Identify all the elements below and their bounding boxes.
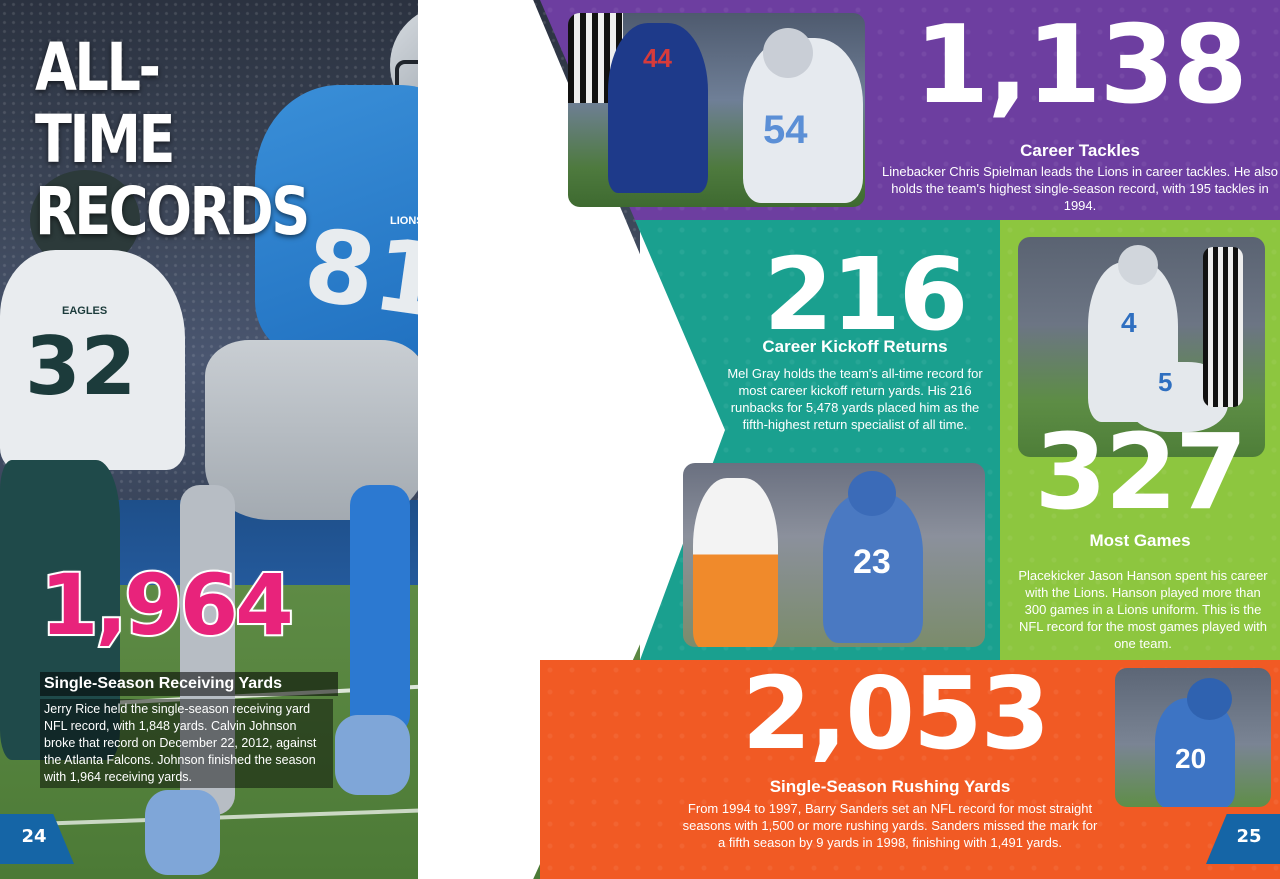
games-number: 327 [1034, 411, 1247, 533]
returner-helmet [848, 471, 896, 516]
tackles-number: 1,138 [914, 3, 1248, 128]
tackles-label: Career Tackles [1020, 141, 1140, 160]
returner-figure [823, 493, 923, 643]
games-body: Placekicker Jason Hanson spent his caree… [1018, 568, 1268, 651]
opponent-team-text: EAGLES [62, 305, 108, 317]
page-number-left: 24 [21, 826, 47, 847]
player-44-number: 44 [643, 43, 672, 73]
tackles-body: Linebacker Chris Spielman leads the Lion… [882, 164, 1278, 213]
receiving-yards-number: 1,964 [38, 554, 296, 656]
player-54-number: 54 [763, 108, 808, 152]
page-title: ALL-TIME RECORDS [35, 29, 310, 250]
kickoff-body: Mel Gray holds the team's all-time recor… [727, 366, 983, 432]
player-leg-left [350, 485, 410, 735]
returner-number: 23 [853, 543, 891, 581]
player-leg-right [180, 485, 235, 815]
receiving-yards-label: Single-Season Receiving Yards [40, 672, 338, 696]
player-shoe-right [145, 790, 220, 875]
title-line-1: ALL-TIME [35, 29, 176, 178]
player-team-text: LIONS [390, 215, 424, 227]
kickoff-label: Career Kickoff Returns [762, 337, 948, 356]
player-shoe-left [335, 715, 410, 795]
title-line-2: RECORDS [35, 173, 310, 250]
opponent-pants [0, 460, 120, 760]
rushing-photo: 20 [1115, 668, 1271, 807]
kickoff-number: 216 [763, 236, 969, 353]
holder-number: 5 [1158, 367, 1173, 397]
kicker-number: 4 [1121, 307, 1137, 338]
rushing-body: From 1994 to 1997, Barry Sanders set an … [682, 801, 1098, 850]
kicker-helmet [1118, 245, 1158, 285]
opponent-jersey-number: 32 [25, 320, 137, 413]
games-photo: 4 5 [1018, 237, 1265, 457]
page-number-right: 25 [1236, 826, 1262, 847]
tackles-photo: 44 54 [568, 13, 865, 207]
player-44-figure [608, 23, 708, 193]
rushing-label: Single-Season Rushing Yards [769, 777, 1011, 796]
right-page: 44 54 1,138 Career Tackles Linebacker Ch… [540, 0, 1280, 879]
receiving-yards-body: Jerry Rice held the single-season receiv… [40, 699, 333, 788]
rusher-helmet [1187, 678, 1232, 720]
opponent-orange-figure [693, 478, 778, 647]
opponent-jersey [0, 250, 185, 470]
rushing-number: 2,053 [741, 655, 1050, 772]
referee-figure [1203, 247, 1243, 407]
kickoff-photo: 23 [683, 463, 985, 647]
rusher-number: 20 [1175, 743, 1207, 774]
player-54-helmet [763, 28, 813, 78]
opponent-player: EAGLES 32 [0, 170, 190, 879]
games-label: Most Games [1089, 531, 1191, 550]
